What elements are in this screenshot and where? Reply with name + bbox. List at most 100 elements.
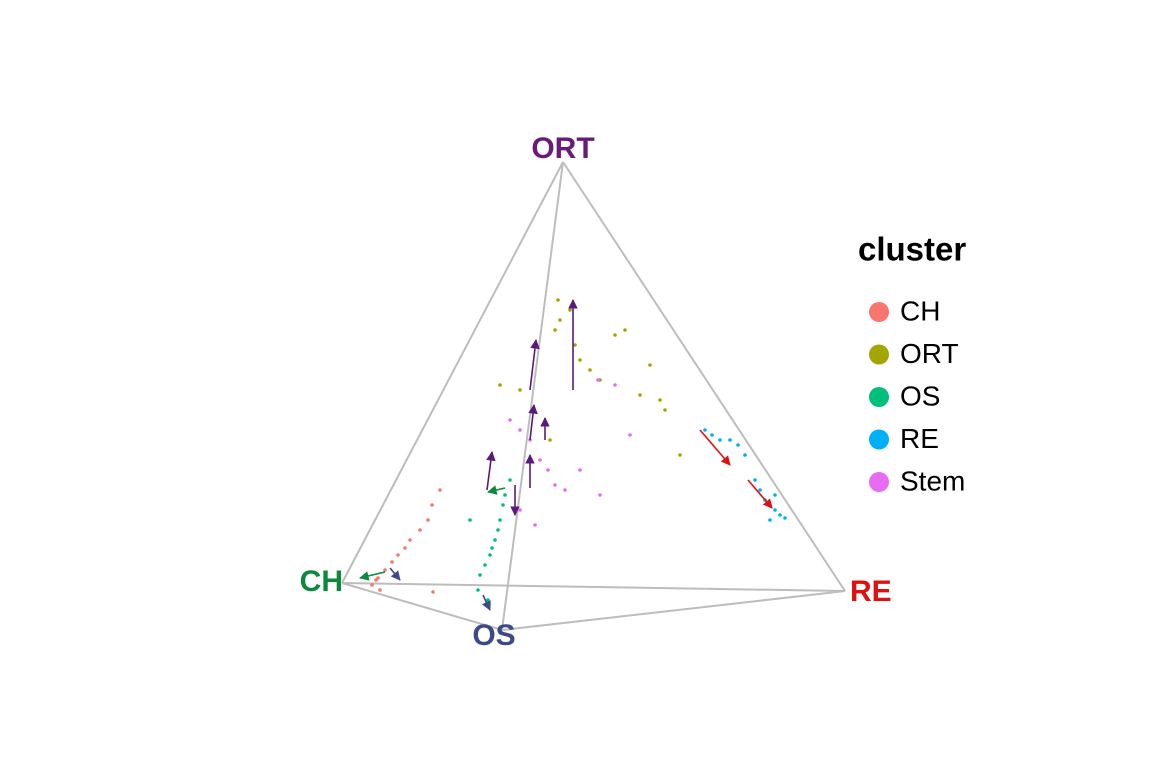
point xyxy=(418,528,422,532)
point xyxy=(678,453,682,457)
point xyxy=(431,590,435,594)
point xyxy=(728,438,732,442)
point xyxy=(613,333,617,337)
legend-marker xyxy=(869,302,889,322)
point xyxy=(478,573,482,577)
point xyxy=(703,428,707,432)
legend-text: RE xyxy=(900,423,939,454)
point xyxy=(588,368,592,372)
point xyxy=(773,508,777,512)
point xyxy=(783,516,787,520)
legend-marker xyxy=(869,472,889,492)
point xyxy=(501,503,505,507)
arrow xyxy=(487,485,506,495)
point xyxy=(476,588,480,592)
point xyxy=(613,383,617,387)
point xyxy=(553,328,557,332)
edge xyxy=(501,590,846,631)
point xyxy=(383,568,387,572)
point xyxy=(548,438,552,442)
point xyxy=(390,560,394,564)
point xyxy=(663,408,667,412)
point xyxy=(518,428,522,432)
point xyxy=(468,518,472,522)
point xyxy=(498,518,502,522)
tetrahedron xyxy=(341,161,846,631)
edge xyxy=(341,161,564,584)
point xyxy=(753,478,757,482)
edge xyxy=(341,582,503,631)
point xyxy=(546,468,550,472)
points xyxy=(370,298,787,602)
edge xyxy=(562,161,846,592)
point xyxy=(568,308,572,312)
edge xyxy=(341,582,846,592)
point xyxy=(493,538,497,542)
legend-text: OS xyxy=(900,380,940,411)
point xyxy=(558,318,562,322)
point xyxy=(578,468,582,472)
legend-marker xyxy=(869,344,889,365)
point xyxy=(496,528,500,532)
point xyxy=(430,503,434,507)
vertex-label: CH xyxy=(300,565,343,598)
point xyxy=(553,483,557,487)
legend-text: ORT xyxy=(900,338,959,369)
point xyxy=(396,553,400,557)
point xyxy=(710,433,714,437)
point xyxy=(638,393,642,397)
vertex-label: OS xyxy=(472,619,515,652)
point xyxy=(556,298,560,302)
point xyxy=(598,493,602,497)
point xyxy=(408,538,412,542)
point xyxy=(623,328,627,332)
vertex-label: ORT xyxy=(531,132,594,165)
point xyxy=(658,398,662,402)
point xyxy=(768,518,772,522)
point xyxy=(403,546,407,550)
arrow xyxy=(699,429,731,466)
point xyxy=(736,443,740,447)
legend-title: cluster xyxy=(858,231,966,268)
arrow xyxy=(481,594,491,611)
point xyxy=(596,378,600,382)
point xyxy=(378,588,382,592)
point xyxy=(488,553,492,557)
arrow xyxy=(529,339,540,391)
arrows xyxy=(359,299,773,611)
point xyxy=(508,418,512,422)
point xyxy=(778,513,782,517)
arrow xyxy=(359,571,386,581)
point xyxy=(533,523,537,527)
arrow xyxy=(486,451,496,491)
legend: CH ORT OS RE Stem xyxy=(869,295,965,496)
legend-marker xyxy=(869,387,889,407)
point xyxy=(483,563,487,567)
point xyxy=(773,493,777,497)
legend-text: Stem xyxy=(900,465,965,496)
point xyxy=(628,433,632,437)
point xyxy=(648,363,652,367)
point xyxy=(438,488,442,492)
point xyxy=(578,358,582,362)
point xyxy=(518,388,522,392)
point xyxy=(374,578,378,582)
point xyxy=(518,508,522,512)
point xyxy=(743,453,747,457)
arrow xyxy=(747,479,773,509)
vertex-label: RE xyxy=(850,575,892,608)
arrow xyxy=(528,404,538,441)
point xyxy=(490,546,494,550)
arrow xyxy=(389,567,401,581)
point xyxy=(426,518,430,522)
point xyxy=(573,343,577,347)
point xyxy=(370,583,374,587)
legend-marker xyxy=(869,429,889,450)
point xyxy=(718,438,722,442)
point xyxy=(498,383,502,387)
edge xyxy=(501,161,564,631)
point xyxy=(508,478,512,482)
point xyxy=(758,488,762,492)
point xyxy=(503,493,507,497)
